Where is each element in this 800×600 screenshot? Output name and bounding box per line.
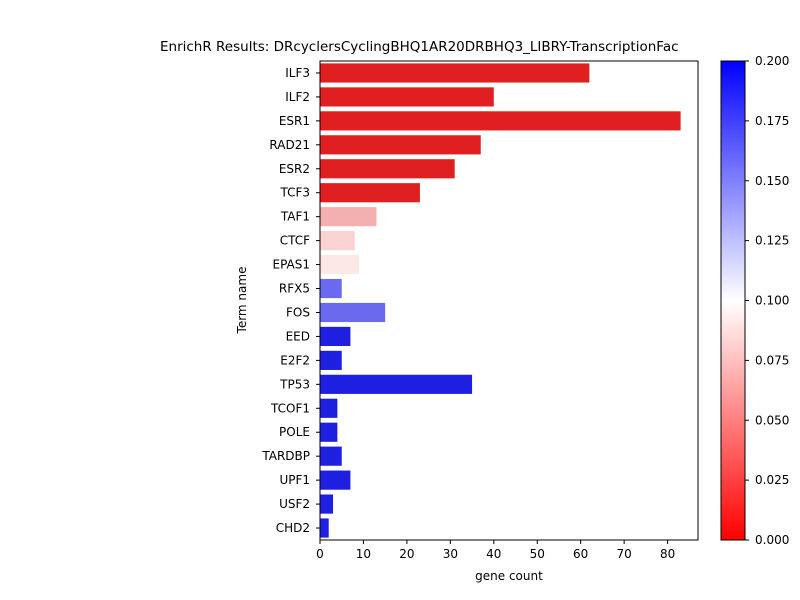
y-tick-label: UPF1	[279, 473, 310, 487]
y-tick-label: ESR1	[279, 114, 310, 128]
bar-esr2	[320, 159, 455, 179]
bar-upf1	[320, 470, 351, 490]
y-tick-label: USF2	[279, 497, 310, 511]
colorbar-tick-label: 0.075	[755, 353, 789, 367]
colorbar-tick-label: 0.050	[755, 413, 789, 427]
x-tick-label: 80	[660, 547, 675, 561]
x-tick-label: 60	[573, 547, 588, 561]
bar-tcof1	[320, 398, 338, 418]
chart-title: EnrichR Results: DRcyclersCyclingBHQ1AR2…	[160, 39, 679, 55]
bar-fos	[320, 302, 386, 323]
y-tick-label: TCOF1	[270, 401, 310, 415]
y-tick-label: ESR2	[279, 162, 310, 176]
x-tick-label: 40	[486, 547, 501, 561]
y-tick-label: RFX5	[279, 282, 310, 296]
y-tick-label: ILF2	[285, 90, 310, 104]
bar-epas1	[320, 254, 360, 275]
bar-tp53	[320, 374, 473, 394]
bar-usf2	[320, 494, 334, 514]
x-tick-label: 20	[399, 547, 414, 561]
bar-e2f2	[320, 350, 342, 370]
bar-ilf3	[320, 63, 590, 83]
bar-rad21	[320, 135, 481, 155]
y-tick-label: RAD21	[269, 138, 310, 152]
y-tick-label: EPAS1	[272, 258, 310, 272]
y-tick-label: E2F2	[280, 353, 310, 367]
bar-esr1	[320, 111, 681, 131]
y-tick-label: FOS	[286, 305, 310, 319]
bar-rfx5	[320, 278, 342, 299]
y-tick-label: CTCF	[280, 234, 310, 248]
y-axis-label: Term name	[235, 267, 249, 335]
bar-tardbp	[320, 446, 342, 466]
bar-chd2	[320, 518, 329, 538]
y-tick-label: POLE	[279, 425, 310, 439]
y-tick-label: EED	[286, 329, 310, 343]
colorbar-tick-label: 0.150	[755, 174, 789, 188]
bar-eed	[320, 326, 351, 347]
colorbar	[720, 60, 746, 541]
x-tick-label: 0	[316, 547, 324, 561]
x-tick-label: 30	[443, 547, 458, 561]
y-tick-label: ILF3	[285, 66, 310, 80]
x-axis-label: gene count	[475, 569, 543, 583]
y-tick-label: TARDBP	[261, 449, 310, 463]
colorbar-tick-label: 0.000	[755, 533, 789, 547]
bar-taf1	[320, 207, 377, 227]
y-tick-label: CHD2	[276, 521, 310, 535]
plot-frame	[319, 60, 699, 541]
y-tick-label: TP53	[279, 377, 310, 391]
colorbar-tick-label: 0.200	[755, 54, 789, 68]
bar-tcf3	[320, 183, 420, 203]
x-tick-label: 70	[616, 547, 631, 561]
bar-ctcf	[320, 231, 355, 251]
colorbar-tick-label: 0.100	[755, 294, 789, 308]
x-tick-label: 50	[530, 547, 545, 561]
colorbar-tick-label: 0.125	[755, 234, 789, 248]
x-tick-label: 10	[356, 547, 371, 561]
bar-ilf2	[320, 87, 494, 107]
colorbar-tick-label: 0.025	[755, 473, 789, 487]
bar-pole	[320, 422, 338, 442]
colorbar-tick-label: 0.175	[755, 114, 789, 128]
y-tick-label: TCF3	[279, 186, 310, 200]
y-tick-label: TAF1	[280, 210, 310, 224]
